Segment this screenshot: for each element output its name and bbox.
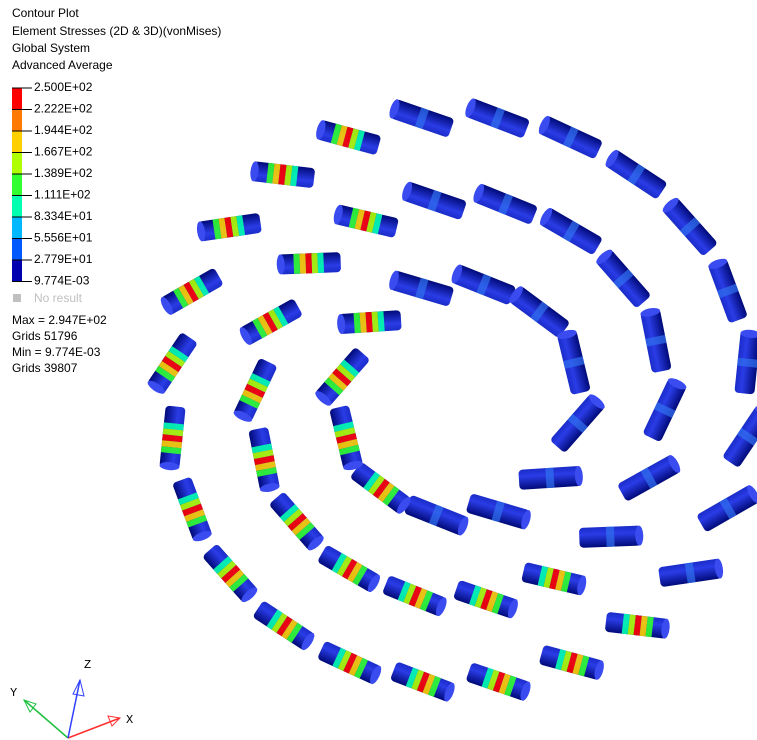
cylinder — [232, 358, 278, 424]
triad-label: Y — [10, 686, 17, 700]
cylinder — [146, 332, 198, 396]
legend-swatch — [12, 131, 22, 153]
legend-label: 5.556E+01 — [34, 231, 93, 245]
cylinder — [252, 600, 316, 652]
cylinder — [276, 252, 341, 274]
cylinder — [507, 284, 570, 338]
stress-band — [606, 527, 615, 547]
cylinder — [196, 213, 262, 242]
stat-line: Grids 39807 — [12, 361, 78, 375]
cylinder — [518, 466, 583, 490]
stress-band — [317, 253, 324, 273]
legend-label: 1.389E+02 — [34, 166, 93, 180]
cylinder — [453, 580, 520, 620]
model — [146, 97, 757, 703]
cylinder — [594, 247, 651, 308]
cylinder — [658, 558, 724, 587]
cylinder — [538, 206, 603, 255]
cylinder — [605, 612, 671, 639]
cylinder — [603, 148, 667, 200]
cylinder — [449, 263, 516, 305]
cylinder — [317, 641, 383, 686]
cylinder — [390, 661, 457, 703]
legend-swatch — [12, 110, 22, 132]
stress-band — [545, 468, 554, 488]
legend-swatch — [12, 239, 22, 261]
legend-swatch — [12, 88, 22, 110]
cylinder — [382, 575, 449, 618]
legend-label: 1.944E+02 — [34, 123, 93, 137]
cylinder — [158, 267, 223, 316]
cylinder — [269, 491, 326, 552]
graphics-window: Contour Plot Element Stresses (2D & 3D)(… — [0, 0, 757, 740]
header-line: Global System — [12, 41, 90, 55]
legend-swatch — [12, 217, 22, 239]
no-result-swatch — [13, 294, 21, 302]
legend-label: 2.222E+02 — [34, 102, 93, 116]
cylinder — [332, 204, 399, 238]
cylinder — [387, 270, 454, 307]
header-line: Contour Plot — [12, 6, 79, 20]
cylinder — [617, 453, 683, 502]
triad-label: Z — [84, 658, 91, 672]
no-result-label: No result — [34, 291, 83, 305]
cylinder — [471, 182, 538, 225]
cylinder — [579, 525, 644, 547]
cylinder — [550, 392, 607, 453]
viewport: Contour Plot Element Stresses (2D & 3D)(… — [0, 0, 757, 740]
cylinder — [313, 347, 370, 408]
cylinder — [329, 405, 363, 472]
legend-swatch — [12, 260, 22, 282]
legend-label: 9.774E-03 — [34, 274, 90, 288]
cylinder — [317, 545, 382, 594]
triad-label: X — [126, 713, 133, 727]
cylinder — [640, 306, 672, 373]
cylinder — [521, 562, 588, 596]
cylinder — [248, 427, 280, 494]
header-line: Element Stresses (2D & 3D)(vonMises) — [12, 24, 221, 38]
cylinder — [400, 181, 467, 221]
legend-swatch — [12, 153, 22, 175]
stress-band — [293, 254, 300, 274]
legend-label: 2.500E+02 — [34, 80, 93, 94]
header-line: Advanced Average — [12, 58, 113, 72]
stress-band — [311, 253, 318, 273]
cylinder — [539, 645, 606, 681]
legend-panel: Contour Plot Element Stresses (2D & 3D)(… — [12, 6, 221, 375]
cylinder — [237, 298, 303, 347]
legend-label: 1.667E+02 — [34, 145, 93, 159]
legend-swatch — [12, 196, 22, 218]
cylinder — [556, 328, 590, 395]
cylinder — [172, 476, 213, 543]
cylinder — [660, 196, 718, 257]
cylinder — [314, 119, 381, 155]
legend-label: 1.111E+02 — [34, 188, 91, 202]
cylinder — [337, 310, 402, 334]
cylinder — [404, 495, 471, 537]
cylinder — [463, 97, 530, 139]
stat-line: Min = 9.774E-03 — [12, 345, 101, 359]
cylinder — [387, 98, 454, 138]
cylinder — [202, 543, 260, 604]
stat-line: Max = 2.947E+02 — [12, 313, 107, 327]
cylinder — [696, 483, 757, 532]
legend-label: 2.779E+01 — [34, 252, 93, 266]
axis-triad: Z Y X — [10, 658, 133, 738]
cylinder — [537, 114, 603, 159]
stress-band — [299, 253, 306, 273]
cylinder — [249, 161, 315, 188]
cylinder — [722, 404, 757, 468]
cylinder — [159, 405, 185, 471]
cylinder — [466, 662, 533, 702]
cylinder — [350, 462, 413, 516]
legend-label: 8.334E+01 — [34, 209, 93, 223]
cylinder — [466, 493, 533, 530]
cylinder — [707, 257, 748, 324]
stress-band — [305, 253, 312, 273]
cylinder — [642, 376, 688, 442]
stat-line: Grids 51796 — [12, 329, 78, 343]
legend-swatch — [12, 174, 22, 196]
cylinder — [734, 329, 757, 395]
